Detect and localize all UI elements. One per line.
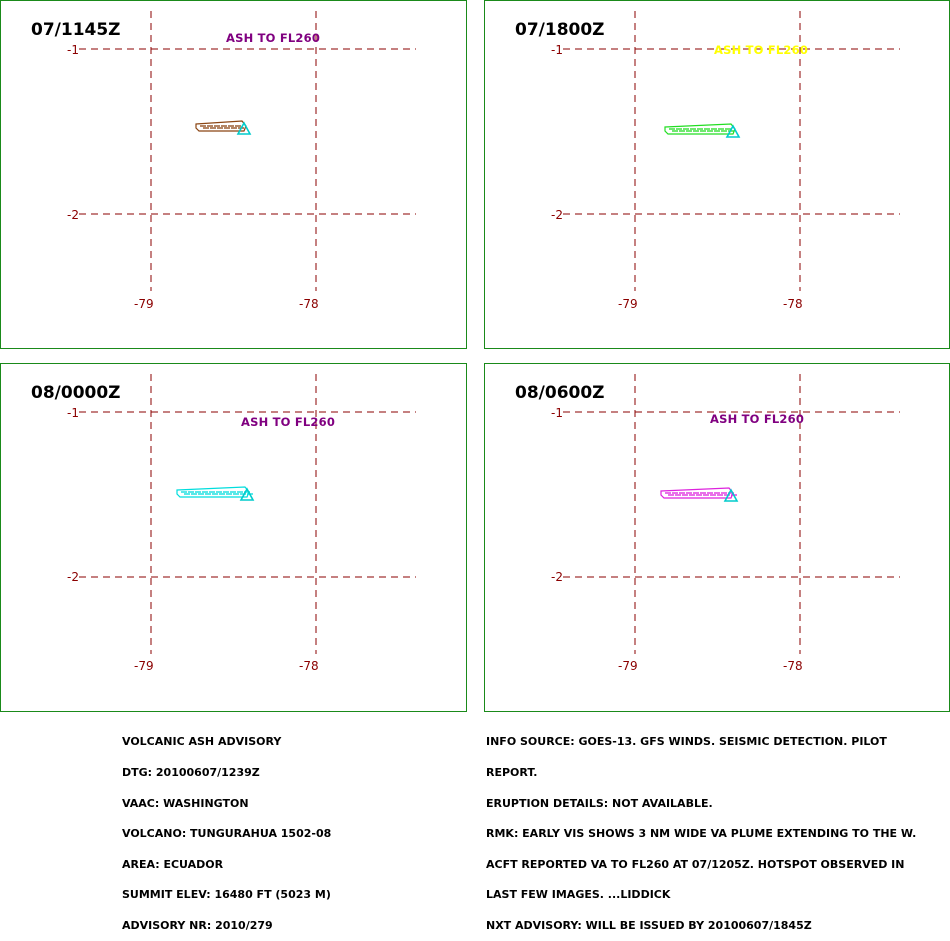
volcano-triangle-icon bbox=[236, 121, 252, 135]
ash-annotation: ASH TO FL260 bbox=[714, 43, 809, 57]
lat-label-south: -2 bbox=[67, 208, 79, 222]
advisory-remarks-block: INFO SOURCE: GOES-13. GFS WINDS. SEISMIC… bbox=[486, 717, 916, 941]
ash-annotation: ASH TO FL260 bbox=[226, 31, 321, 45]
lon-label-east: -78 bbox=[299, 659, 319, 673]
volcano-triangle-icon bbox=[723, 488, 739, 502]
panel-map-graphics bbox=[563, 374, 900, 654]
volcano-triangle-icon bbox=[239, 487, 255, 501]
volcano-triangle-icon bbox=[725, 124, 741, 138]
panel-map-graphics bbox=[79, 11, 416, 291]
advisory-line: VOLCANO: TUNGURAHUA 1502-08 bbox=[122, 827, 332, 841]
advisory-header-block: VOLCANIC ASH ADVISORY DTG: 20100607/1239… bbox=[122, 717, 331, 941]
lon-label-west: -79 bbox=[134, 659, 154, 673]
advisory-line: RMK: EARLY VIS SHOWS 3 NM WIDE VA PLUME … bbox=[486, 827, 917, 841]
panel-time-label: 07/1145Z bbox=[31, 20, 121, 40]
panel-time-label: 08/0000Z bbox=[31, 383, 121, 403]
lon-label-east: -78 bbox=[299, 297, 319, 311]
advisory-line: SUMMIT ELEV: 16480 FT (5023 M) bbox=[122, 888, 331, 902]
map-panel-080000: 08/0000Z ASH TO FL260 -1 -2 -79 -78 bbox=[0, 363, 467, 712]
ash-annotation: ASH TO FL260 bbox=[710, 412, 805, 426]
ash-plume-outline bbox=[195, 120, 247, 132]
lat-label-north: -1 bbox=[551, 406, 563, 420]
advisory-line: ACFT REPORTED VA TO FL260 AT 07/1205Z. H… bbox=[486, 857, 905, 871]
lon-label-west: -79 bbox=[134, 297, 154, 311]
map-panel-0711452: 07/1145Z ASH TO FL260 -1 -2 -79 -78 bbox=[0, 0, 467, 349]
ash-plume-outline bbox=[660, 487, 734, 499]
lat-label-south: -2 bbox=[67, 570, 79, 584]
panel-map-graphics bbox=[563, 11, 900, 291]
lat-label-south: -2 bbox=[551, 570, 563, 584]
advisory-line: REPORT. bbox=[486, 766, 538, 779]
lat-label-north: -1 bbox=[67, 43, 79, 57]
panel-time-label: 07/1800Z bbox=[515, 20, 605, 40]
map-panel-071800: 07/1800Z ASH TO FL260 -1 -2 -79 -78 bbox=[484, 0, 950, 349]
lat-label-south: -2 bbox=[551, 208, 563, 222]
ash-plume-outline bbox=[664, 123, 736, 135]
panel-time-label: 08/0600Z bbox=[515, 383, 605, 403]
advisory-line: DTG: 20100607/1239Z bbox=[122, 766, 260, 779]
lon-label-east: -78 bbox=[783, 297, 803, 311]
advisory-line: VOLCANIC ASH ADVISORY bbox=[122, 735, 282, 749]
advisory-line: INFO SOURCE: GOES-13. GFS WINDS. SEISMIC… bbox=[486, 735, 887, 749]
ash-plume-outline bbox=[176, 486, 250, 498]
lon-label-east: -78 bbox=[783, 659, 803, 673]
lon-label-west: -79 bbox=[618, 297, 638, 311]
lon-label-west: -79 bbox=[618, 659, 638, 673]
lat-label-north: -1 bbox=[551, 43, 563, 57]
panel-map-graphics bbox=[79, 374, 416, 654]
ash-annotation: ASH TO FL260 bbox=[241, 415, 336, 429]
advisory-line: AREA: ECUADOR bbox=[122, 857, 224, 871]
advisory-line: ERUPTION DETAILS: NOT AVAILABLE. bbox=[486, 796, 713, 810]
advisory-line: ADVISORY NR: 2010/279 bbox=[122, 918, 273, 932]
advisory-line: LAST FEW IMAGES. ...LIDDICK bbox=[486, 888, 671, 902]
map-panel-080600: 08/0600Z ASH TO FL260 -1 -2 -79 -78 bbox=[484, 363, 950, 712]
advisory-line: VAAC: WASHINGTON bbox=[122, 796, 249, 810]
lat-label-north: -1 bbox=[67, 406, 79, 420]
advisory-line: NXT ADVISORY: WILL BE ISSUED BY 20100607… bbox=[486, 918, 812, 932]
